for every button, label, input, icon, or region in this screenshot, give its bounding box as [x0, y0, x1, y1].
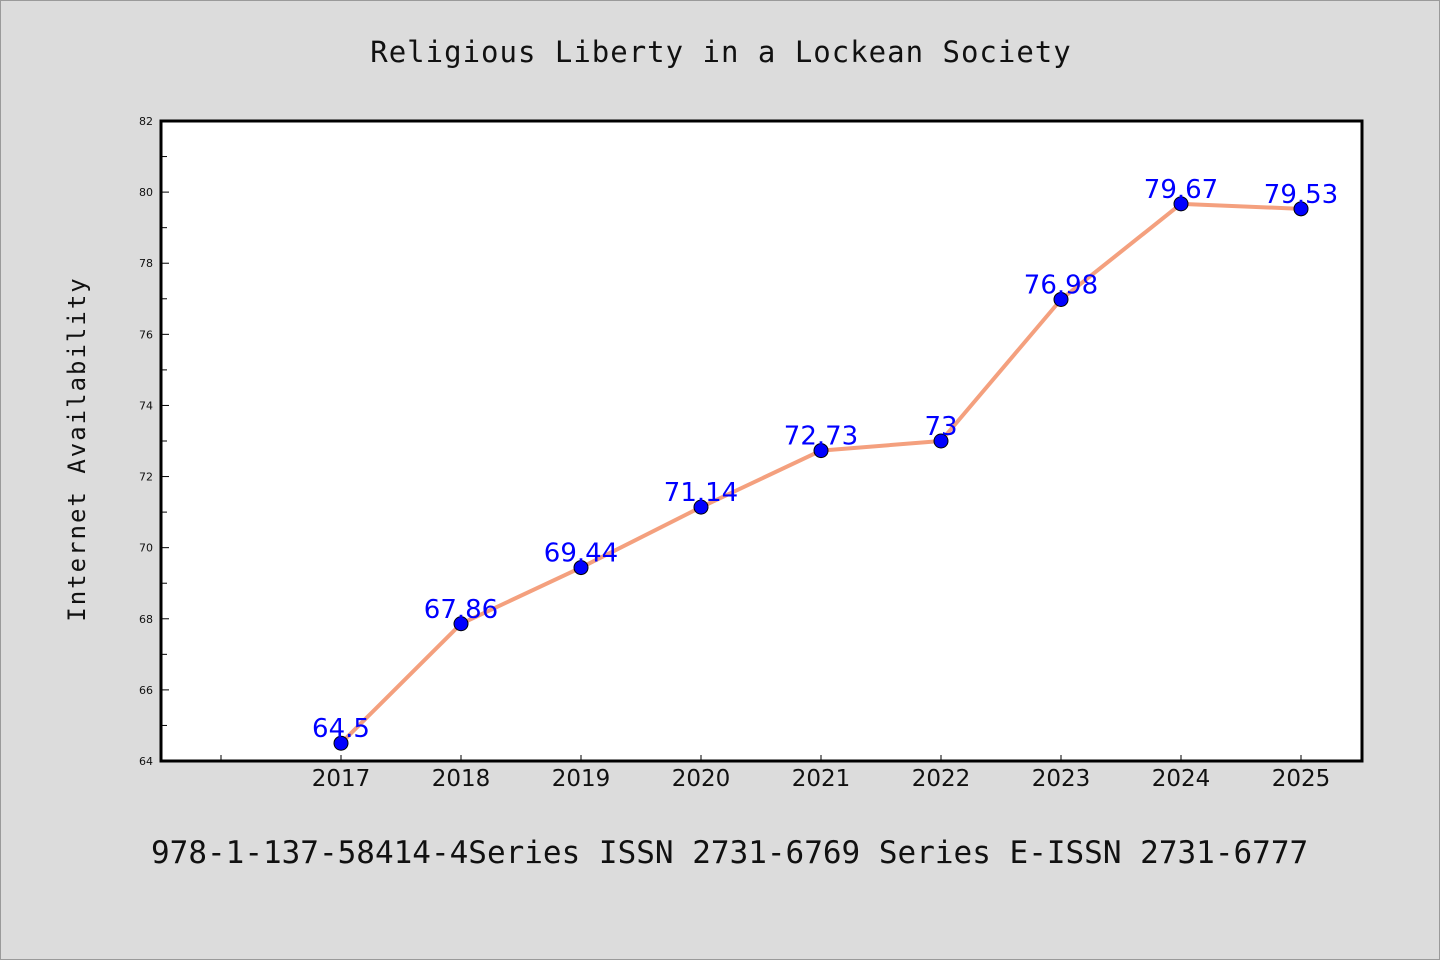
x-tick-label: 2018 — [432, 766, 491, 792]
y-tick-label: 64 — [139, 755, 153, 768]
y-tick-label: 72 — [139, 471, 153, 484]
x-tick-label: 2019 — [552, 766, 611, 792]
x-tick-label: 2023 — [1032, 766, 1091, 792]
x-tick-label: 2021 — [792, 766, 851, 792]
data-label: 71.14 — [664, 478, 738, 508]
data-label: 79.53 — [1264, 180, 1338, 210]
y-tick-label: 80 — [139, 186, 153, 199]
data-label: 72.73 — [784, 422, 858, 452]
data-point — [933, 433, 949, 449]
x-tick-label: 2024 — [1152, 766, 1211, 792]
y-tick-label: 70 — [139, 542, 153, 555]
y-tick-label: 66 — [139, 684, 153, 697]
y-tick-label: 82 — [139, 115, 153, 128]
data-point — [333, 735, 349, 751]
data-label: 67.86 — [424, 595, 498, 625]
data-label: 64.5 — [312, 714, 370, 744]
x-tick-label: 2022 — [912, 766, 971, 792]
y-tick-label: 68 — [139, 613, 153, 626]
chart-title: Religious Liberty in a Lockean Society — [370, 35, 1072, 69]
data-label: 69.44 — [544, 539, 618, 569]
data-label: 76.98 — [1024, 270, 1098, 300]
y-tick-label: 76 — [139, 328, 153, 341]
data-point — [573, 560, 589, 576]
data-point — [1053, 291, 1069, 307]
x-tick-label: 2020 — [672, 766, 731, 792]
data-label: 79.67 — [1144, 175, 1218, 205]
data-point — [453, 616, 469, 632]
data-label: 73 — [924, 412, 957, 442]
data-point — [813, 443, 829, 459]
y-tick-label: 78 — [139, 257, 153, 270]
data-point — [1293, 201, 1309, 217]
footer-isbn-issn: 978-1-137-58414-4Series ISSN 2731-6769 S… — [151, 835, 1309, 871]
data-point — [693, 499, 709, 515]
plot-area — [159, 119, 1364, 763]
x-tick-label: 2017 — [312, 766, 371, 792]
x-tick-label: 2025 — [1272, 766, 1331, 792]
y-tick-label: 74 — [139, 399, 153, 412]
data-point — [1173, 196, 1189, 212]
